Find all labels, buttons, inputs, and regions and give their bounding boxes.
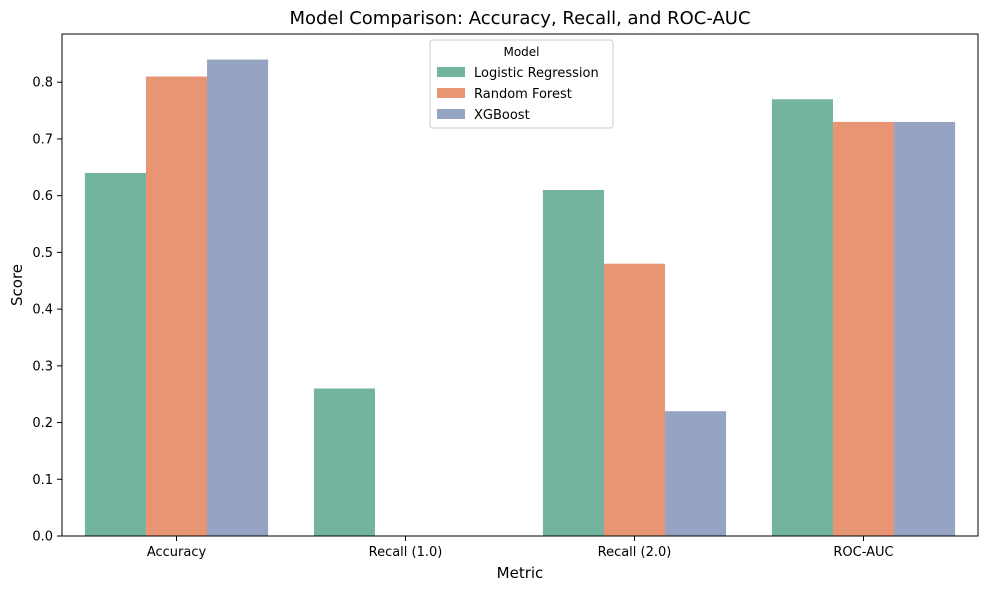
bar [313, 388, 375, 536]
y-axis-label: Score [8, 264, 26, 306]
legend-swatch [437, 67, 465, 77]
bar [603, 263, 666, 536]
bar [207, 59, 269, 537]
bar [771, 99, 833, 537]
y-tick-label: 0.2 [32, 416, 53, 431]
y-tick-label: 0.4 [32, 303, 53, 318]
x-tick-label: Recall (2.0) [598, 545, 672, 560]
y-axis: 0.0 0.1 0.2 0.3 0.4 0.5 0.6 0.7 0.8 [32, 76, 62, 545]
legend-title: Model [503, 45, 539, 59]
y-tick-label: 0.3 [32, 359, 53, 374]
bar [542, 189, 604, 536]
bar [84, 172, 146, 537]
x-tick-label: Accuracy [147, 545, 207, 560]
legend-swatch [437, 88, 465, 98]
y-tick-label: 0.7 [32, 132, 53, 147]
x-tick-label: ROC-AUC [833, 545, 893, 560]
x-axis: Accuracy Recall (1.0) Recall (2.0) ROC-AUC [147, 536, 894, 560]
legend-label: Logistic Regression [474, 66, 599, 81]
bar [894, 121, 956, 537]
bar [145, 76, 208, 537]
x-tick-label: Recall (1.0) [369, 545, 443, 560]
chart-title: Model Comparison: Accuracy, Recall, and … [289, 8, 750, 29]
plot-frame [61, 33, 979, 537]
y-tick-label: 0.5 [32, 246, 53, 261]
bars-group [84, 59, 956, 537]
y-tick-label: 0.1 [32, 473, 53, 488]
y-tick-label: 0.6 [32, 189, 53, 204]
y-tick-label: 0.8 [32, 76, 53, 91]
bar [832, 121, 895, 537]
x-axis-label: Metric [497, 564, 544, 582]
legend-label: Random Forest [474, 87, 572, 102]
bar [665, 411, 727, 536]
legend-box [429, 39, 614, 129]
legend: Model Logistic Regression Random Forest XGB… [429, 39, 614, 129]
y-tick-label: 0.0 [32, 530, 53, 545]
legend-label: XGBoost [474, 108, 530, 123]
legend-swatch [437, 109, 465, 119]
